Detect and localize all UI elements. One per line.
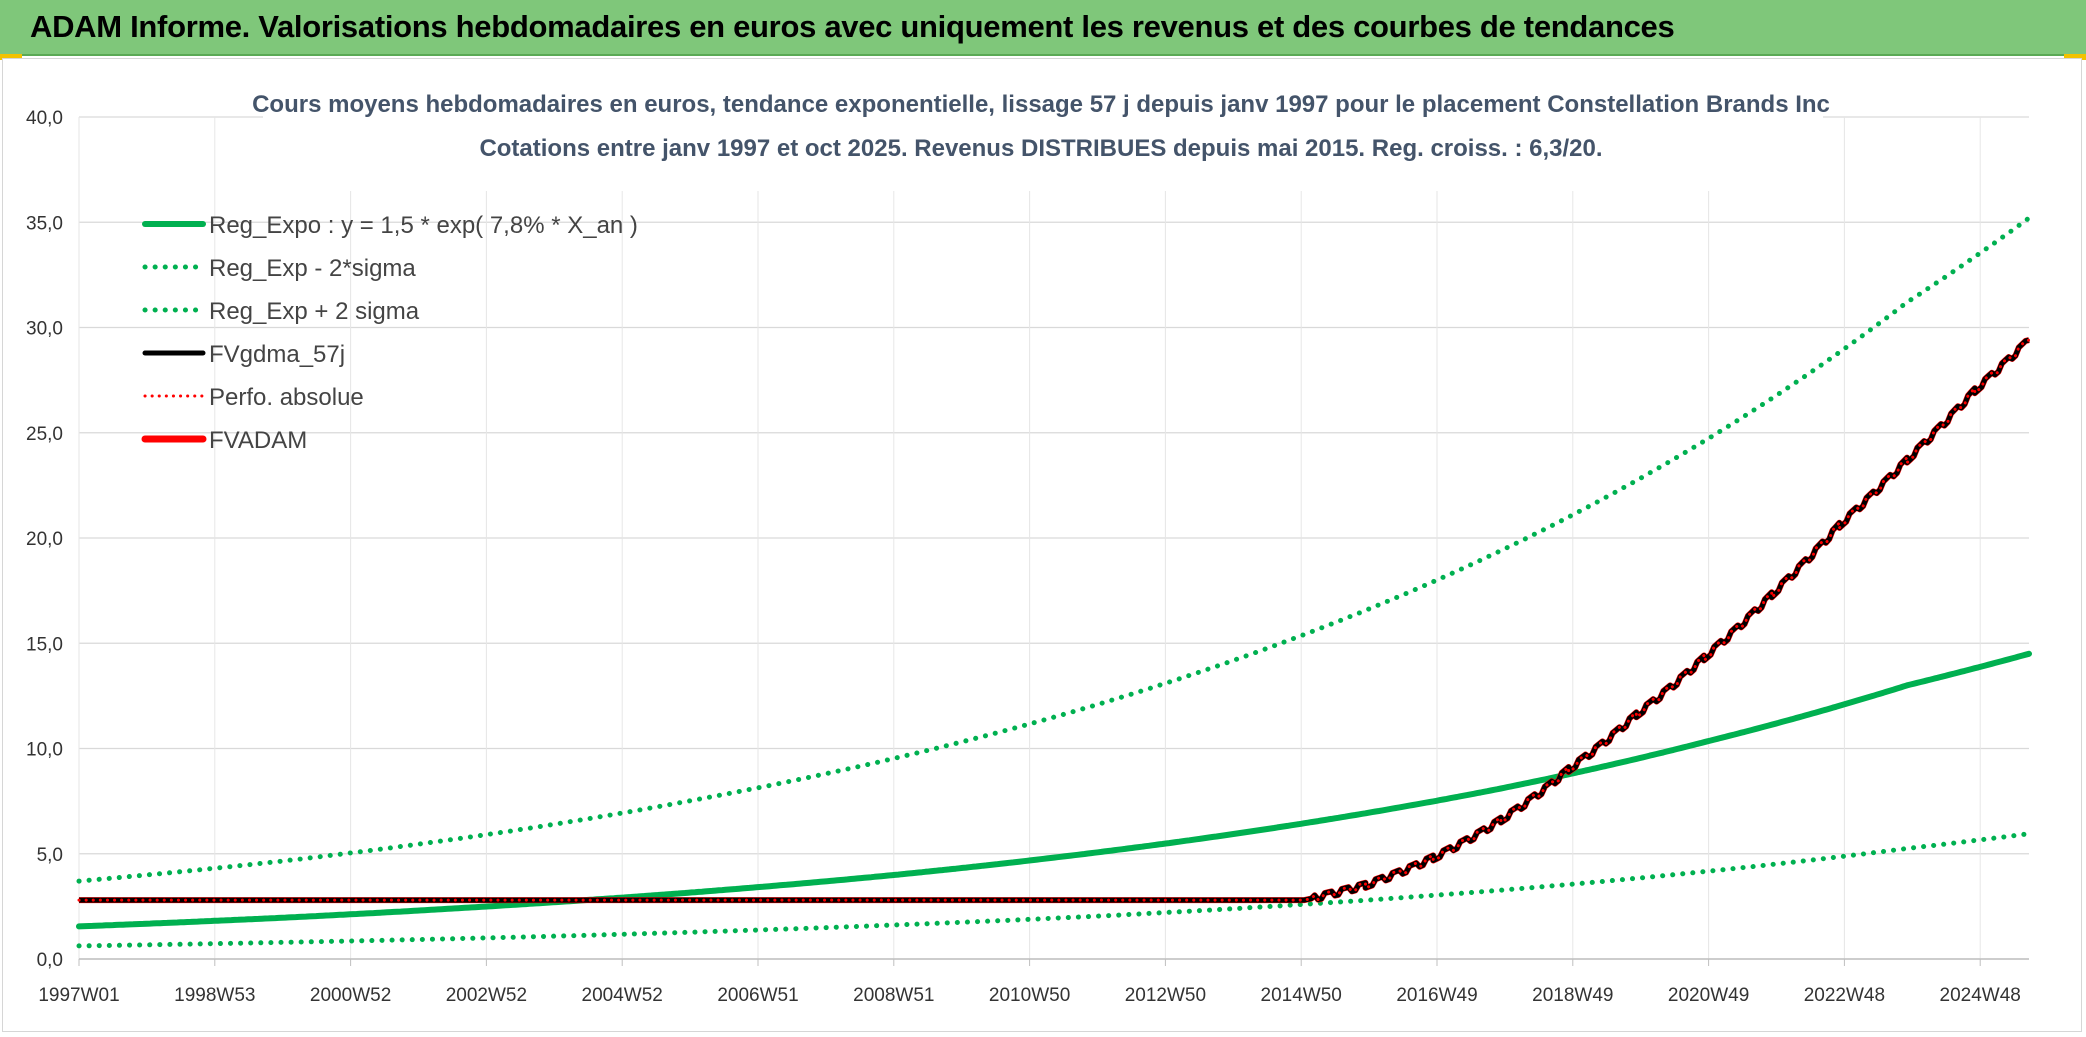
grid xyxy=(78,116,2029,960)
corner-marker-left xyxy=(0,54,22,60)
x-tick-label: 1998W53 xyxy=(174,985,255,1006)
y-tick-label: 20,0 xyxy=(26,529,63,550)
y-tick-label: 25,0 xyxy=(26,424,63,445)
chart-svg: 0,0 5,0 10,0 15,0 20,0 25,0 30,0 35,0 40,0 1997W0… xyxy=(26,81,2032,1006)
report-banner: ADAM Informe. Valorisations hebdomadaire… xyxy=(0,0,2086,56)
series-line-4 xyxy=(77,338,2031,902)
series-line-1 xyxy=(76,831,2032,949)
x-tick-label: 2002W52 xyxy=(446,985,527,1006)
legend: Reg_Expo : y = 1,5 * exp( 7,8% * X_an ) R… xyxy=(141,212,638,454)
x-tick-label: 2006W51 xyxy=(717,985,798,1006)
series-line-0 xyxy=(76,650,2032,930)
series-line-2 xyxy=(76,215,2032,884)
y-tick-label: 10,0 xyxy=(26,740,63,761)
x-tick-label: 2022W48 xyxy=(1804,985,1885,1006)
x-tick-label: 2010W50 xyxy=(989,985,1070,1006)
chart-area: 0,0 5,0 10,0 15,0 20,0 25,0 30,0 35,0 40,0 1997W0… xyxy=(2,58,2082,1032)
x-tick-label: 2012W50 xyxy=(1125,985,1206,1006)
axes: 0,0 5,0 10,0 15,0 20,0 25,0 30,0 35,0 40,0 1997W0… xyxy=(26,108,2029,1006)
y-tick-label: 15,0 xyxy=(26,634,63,655)
legend-label: Reg_Exp + 2 sigma xyxy=(209,298,420,325)
legend-label: Perfo. absolue xyxy=(209,384,364,411)
x-tick-label: 2016W49 xyxy=(1396,985,1477,1006)
legend-label: FVADAM xyxy=(209,427,307,454)
report-title: ADAM Informe. Valorisations hebdomadaire… xyxy=(30,9,1675,44)
y-tick-label: 40,0 xyxy=(26,108,63,129)
y-tick-label: 30,0 xyxy=(26,319,63,340)
y-tick-label: 0,0 xyxy=(37,950,63,971)
chart-titles: Cours moyens hebdomadaires en euros, ten… xyxy=(252,81,1830,191)
legend-label: FVgdma_57j xyxy=(209,341,345,368)
x-tick-label: 2004W52 xyxy=(582,985,663,1006)
chart-subtitle: Cotations entre janv 1997 et oct 2025. R… xyxy=(479,135,1602,162)
title-background xyxy=(263,81,1823,191)
chart-title: Cours moyens hebdomadaires en euros, ten… xyxy=(252,91,1830,118)
series-line-3 xyxy=(79,337,2030,903)
x-tick-label: 2020W49 xyxy=(1668,985,1749,1006)
y-tick-label: 35,0 xyxy=(26,213,63,234)
x-tick-label: 2018W49 xyxy=(1532,985,1613,1006)
series-layer xyxy=(76,215,2032,949)
x-tick-label: 2024W48 xyxy=(1940,985,2021,1006)
legend-label: Reg_Exp - 2*sigma xyxy=(209,255,416,282)
x-tick-label: 2014W50 xyxy=(1261,985,1342,1006)
y-tick-label: 5,0 xyxy=(37,845,63,866)
legend-label: Reg_Expo : y = 1,5 * exp( 7,8% * X_an ) xyxy=(209,212,638,239)
corner-marker-right xyxy=(2064,54,2086,60)
series-line-5 xyxy=(79,337,2030,904)
x-tick-label: 2000W52 xyxy=(310,985,391,1006)
x-tick-label: 2008W51 xyxy=(853,985,934,1006)
x-tick-label: 1997W01 xyxy=(38,985,119,1006)
